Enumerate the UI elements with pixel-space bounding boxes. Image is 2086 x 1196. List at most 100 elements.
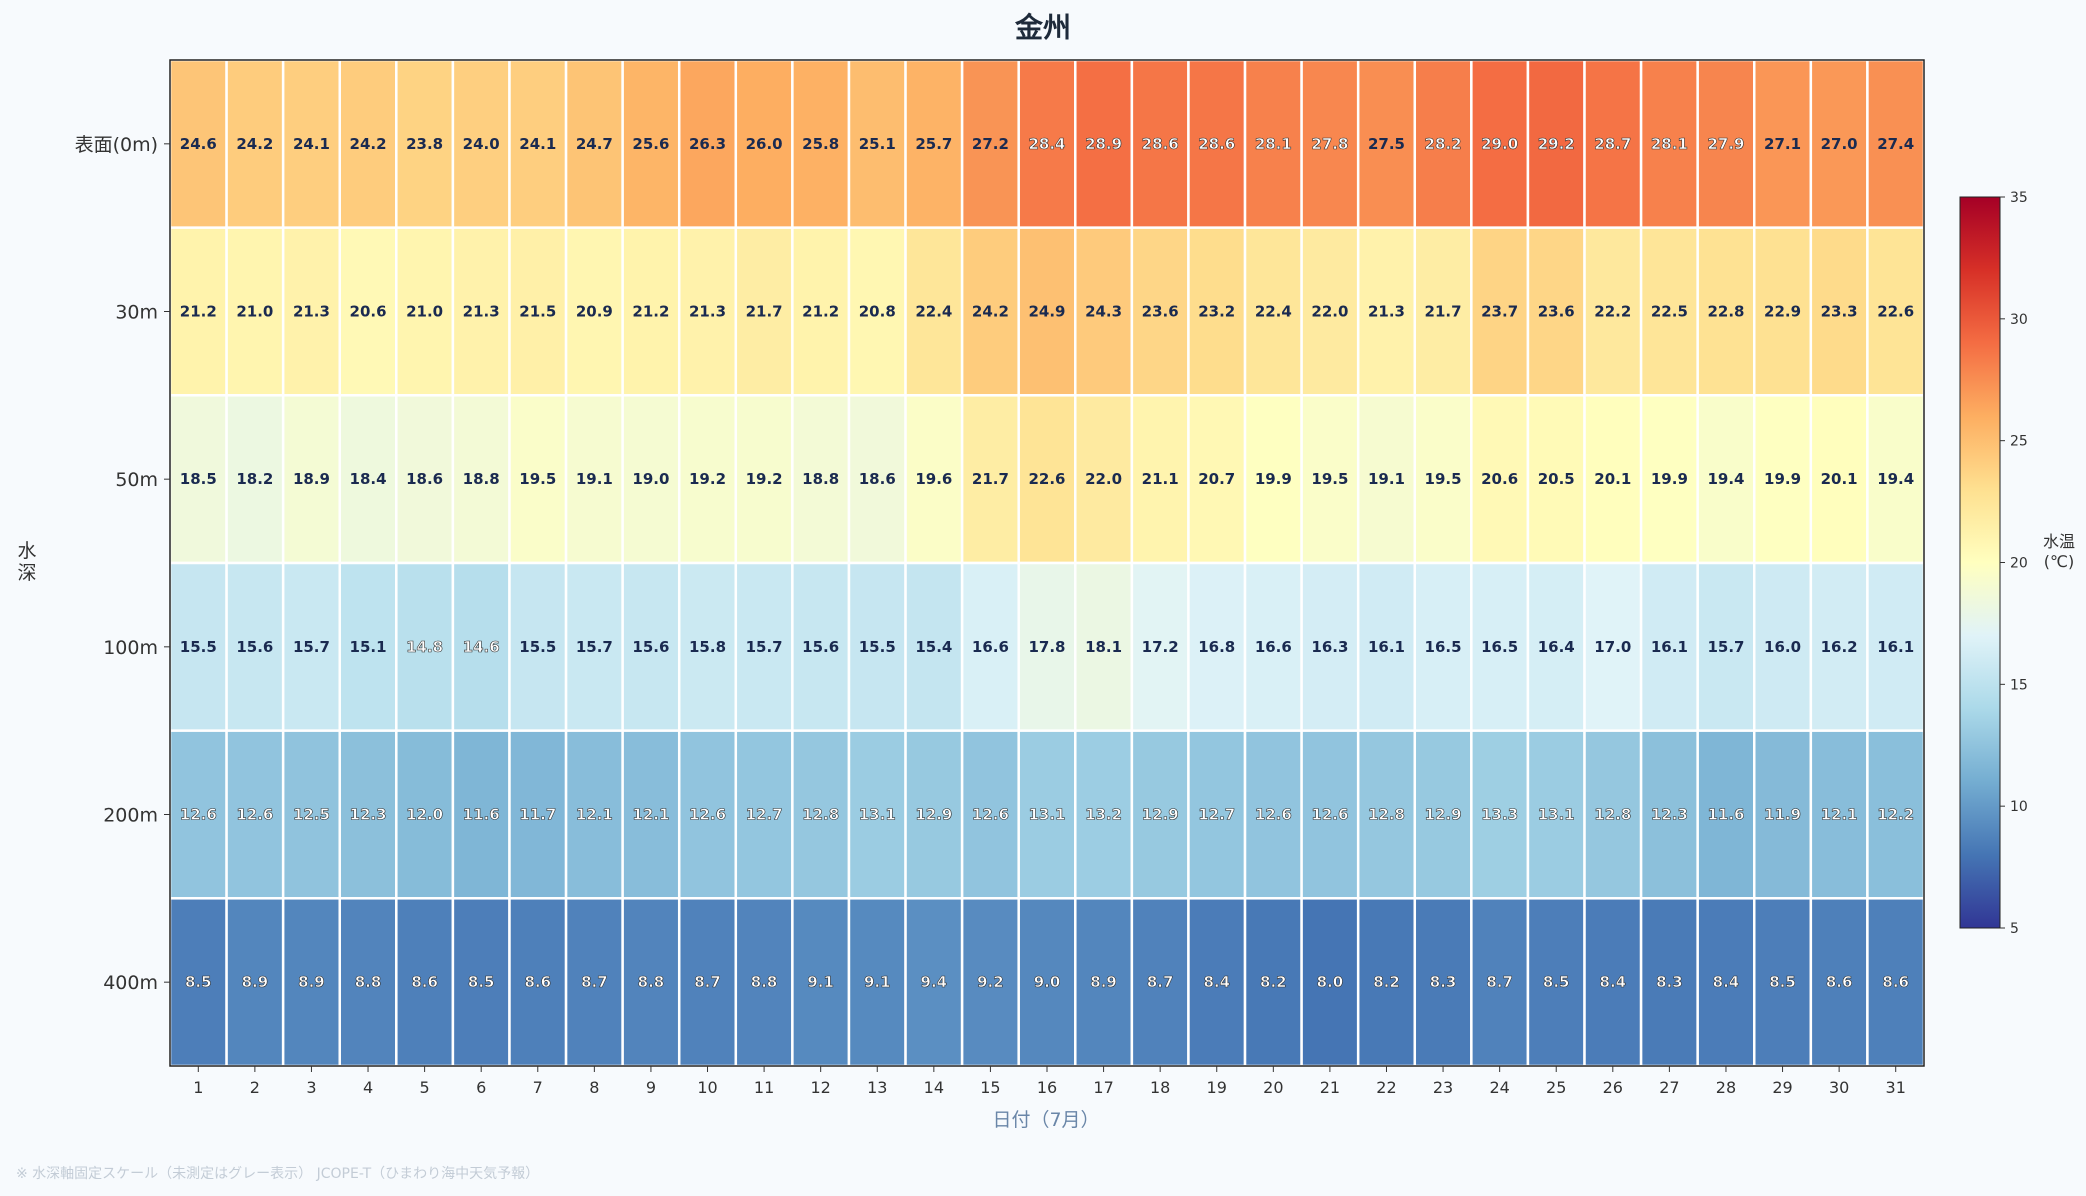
x-tick-label: 16 (1037, 1078, 1057, 1097)
cell-value-label: 9.1 (864, 973, 891, 991)
heatmap-cell (281, 561, 341, 732)
heatmap-cell (1753, 226, 1813, 397)
heatmap-cell (621, 729, 681, 900)
heatmap-cell (395, 897, 455, 1068)
cell-value-label: 26.3 (689, 135, 726, 153)
cell-value-label: 12.9 (1142, 806, 1179, 824)
cell-value-label: 24.2 (972, 303, 1009, 321)
cell-value-label: 29.2 (1538, 135, 1575, 153)
cell-value-label: 22.5 (1651, 303, 1688, 321)
heatmap-cell (1583, 58, 1643, 229)
heatmap-cell (395, 561, 455, 732)
cell-value-label: 21.3 (293, 303, 330, 321)
cell-value-label: 13.3 (1481, 806, 1518, 824)
heatmap-cell (1300, 561, 1360, 732)
x-tick-label: 23 (1433, 1078, 1453, 1097)
cell-value-label: 8.4 (1203, 973, 1230, 991)
cell-value-label: 24.1 (293, 135, 330, 153)
cell-value-label: 24.9 (1028, 303, 1065, 321)
heatmap-cell (1470, 897, 1530, 1068)
cell-value-label: 22.6 (1028, 470, 1065, 488)
cell-value-label: 23.6 (1142, 303, 1179, 321)
cell-value-label: 8.5 (468, 973, 495, 991)
cell-value-label: 8.9 (242, 973, 269, 991)
x-tick-label: 8 (589, 1078, 599, 1097)
colorbar-tick-label: 15 (2010, 677, 2028, 693)
cell-value-label: 16.2 (1821, 638, 1858, 656)
cell-value-label: 19.2 (746, 470, 783, 488)
x-tick-label: 1 (193, 1078, 203, 1097)
cell-value-label: 25.6 (632, 135, 669, 153)
y-tick-label: 100m (103, 637, 158, 659)
cell-value-label: 11.6 (1707, 806, 1744, 824)
cell-value-label: 15.7 (576, 638, 613, 656)
cell-value-label: 8.6 (524, 973, 551, 991)
cell-value-label: 28.6 (1198, 135, 1235, 153)
cell-value-label: 21.1 (1142, 470, 1179, 488)
cell-value-label: 29.0 (1481, 135, 1518, 153)
cell-value-label: 16.1 (1368, 638, 1405, 656)
cell-value-label: 13.1 (859, 806, 896, 824)
x-tick-label: 18 (1150, 1078, 1170, 1097)
cell-value-label: 12.1 (632, 806, 669, 824)
cell-value-label: 24.2 (350, 135, 387, 153)
cell-value-label: 18.9 (293, 470, 330, 488)
cell-value-label: 12.8 (1368, 806, 1405, 824)
x-tick-label: 17 (1093, 1078, 1113, 1097)
cell-value-label: 9.1 (807, 973, 834, 991)
cell-value-label: 13.1 (1538, 806, 1575, 824)
y-axis-title: 水深 (17, 540, 37, 584)
cell-value-label: 9.2 (977, 973, 1004, 991)
colorbar-tick-label: 35 (2010, 190, 2028, 206)
cell-value-label: 22.9 (1764, 303, 1801, 321)
cell-value-label: 15.6 (236, 638, 273, 656)
cell-value-label: 20.8 (859, 303, 896, 321)
cell-value-label: 19.4 (1877, 470, 1914, 488)
cell-value-label: 8.9 (1090, 973, 1117, 991)
cell-value-label: 8.7 (1486, 973, 1513, 991)
cell-value-label: 12.1 (576, 806, 613, 824)
cell-value-label: 8.6 (1882, 973, 1909, 991)
cell-value-label: 16.3 (1311, 638, 1348, 656)
cell-value-label: 19.2 (689, 470, 726, 488)
colorbar-tick-label: 5 (2010, 921, 2019, 937)
y-tick-label: 表面(0m) (75, 134, 158, 156)
heatmap-cell (1017, 394, 1077, 565)
cell-value-label: 28.7 (1594, 135, 1631, 153)
heatmap-cell (1130, 394, 1190, 565)
cell-value-label: 12.9 (915, 806, 952, 824)
x-tick-label: 9 (646, 1078, 656, 1097)
cell-value-label: 23.3 (1821, 303, 1858, 321)
heatmap-cell (1639, 729, 1699, 900)
heatmap-cell (1470, 394, 1530, 565)
cell-value-label: 8.8 (355, 973, 382, 991)
heatmap-cell (1866, 394, 1926, 565)
heatmap-cell (791, 226, 851, 397)
cell-value-label: 23.6 (1538, 303, 1575, 321)
heatmap-cell (1809, 394, 1869, 565)
cell-value-label: 18.5 (180, 470, 217, 488)
cell-value-label: 19.9 (1255, 470, 1292, 488)
cell-value-label: 8.6 (1826, 973, 1853, 991)
x-tick-label: 6 (476, 1078, 486, 1097)
cell-value-label: 17.0 (1594, 638, 1631, 656)
cell-value-label: 14.8 (406, 638, 443, 656)
cell-value-label: 8.4 (1713, 973, 1740, 991)
cell-value-label: 20.1 (1594, 470, 1631, 488)
x-tick-label: 13 (867, 1078, 887, 1097)
cell-value-label: 8.4 (1600, 973, 1627, 991)
cell-value-label: 8.2 (1373, 973, 1400, 991)
heatmap-cell (847, 897, 907, 1068)
cell-value-label: 12.2 (1877, 806, 1914, 824)
cell-value-label: 24.2 (236, 135, 273, 153)
cell-value-label: 19.5 (519, 470, 556, 488)
cell-value-label: 20.1 (1821, 470, 1858, 488)
cell-value-label: 8.3 (1430, 973, 1457, 991)
heatmap-cell (1413, 226, 1473, 397)
cell-value-label: 22.4 (1255, 303, 1292, 321)
heatmap-cell (904, 226, 964, 397)
cell-value-label: 21.5 (519, 303, 556, 321)
cell-value-label: 27.1 (1764, 135, 1801, 153)
heatmap-cell (1696, 897, 1756, 1068)
cell-value-label: 27.8 (1311, 135, 1348, 153)
